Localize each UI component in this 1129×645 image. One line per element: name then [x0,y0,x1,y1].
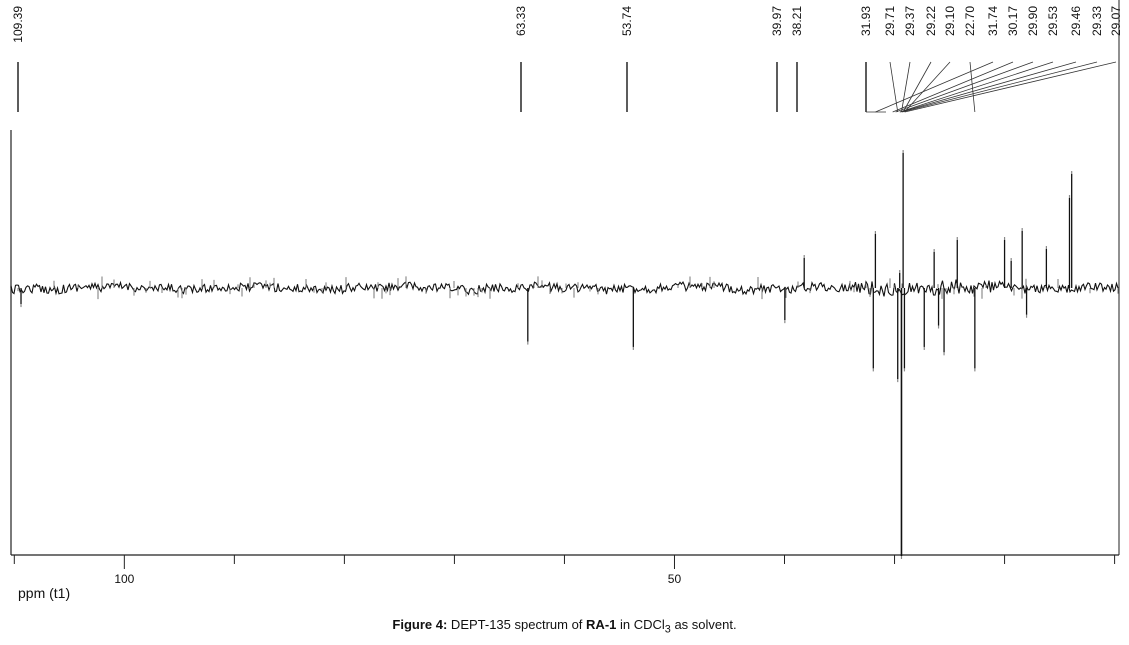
peak-label: 29.10 [943,6,957,36]
peak-label: 109.39 [11,6,25,43]
figure-caption: Figure 4: DEPT-135 spectrum of RA-1 in C… [0,617,1129,636]
compound-name: RA-1 [586,617,617,632]
peak-label: 63.33 [514,6,528,36]
caption-text-3: as solvent. [670,617,737,632]
peak-leader-line [875,61,994,113]
peak-labels: 109.39 63.33 53.74 39.97 38.21 31.93 29.71 29.3… [11,6,1123,43]
peak-label: 53.74 [620,6,634,36]
figure-label: Figure 4: [392,617,448,632]
x-axis: 100 50 [13,555,1116,586]
peak-leader-lines [17,61,1117,113]
peak-label: 31.74 [986,6,1000,36]
x-axis-tick-label: 50 [668,572,682,586]
x-axis-tick-label: 100 [114,572,134,586]
peak-label: 29.22 [924,6,938,36]
plot-frame [10,0,1120,556]
peak-leader-line [902,61,932,113]
peak-leader-line [889,61,899,113]
peak-label: 29.53 [1046,6,1060,36]
peak-label: 29.90 [1026,6,1040,36]
peak-label: 39.97 [770,6,784,36]
caption-text-1: DEPT-135 spectrum of [447,617,587,632]
caption-text-2: in CDCl [616,617,665,632]
caption-subscript: 3 [664,623,671,636]
peak-leader-line [904,61,1117,113]
dept-135-spectrum: 109.39 63.33 53.74 39.97 38.21 31.93 29.71 29.3… [10,0,1123,601]
baseline-noise-trace [10,279,1119,297]
peak-leader-line [901,61,911,113]
peak-label: 29.07 [1109,6,1123,36]
peak-leader-line [901,61,1098,113]
peak-label: 30.17 [1006,6,1020,36]
peak-label: 31.93 [859,6,873,36]
peak-label: 22.70 [963,6,977,36]
peak-leader-line [899,61,1054,113]
spectrum-peaks [20,150,1073,559]
peak-leader-line [969,61,976,113]
peak-label: 29.37 [903,6,917,36]
baseline-noise [10,276,1119,300]
peak-leader-line [892,61,1014,113]
peak-label: 29.33 [1090,6,1104,36]
peak-label: 29.71 [883,6,897,36]
peak-leader-line [900,61,1077,113]
peak-leader-line [895,61,1034,113]
x-axis-title: ppm (t1) [18,585,70,601]
peak-label: 38.21 [790,6,804,36]
peak-label: 29.46 [1069,6,1083,36]
